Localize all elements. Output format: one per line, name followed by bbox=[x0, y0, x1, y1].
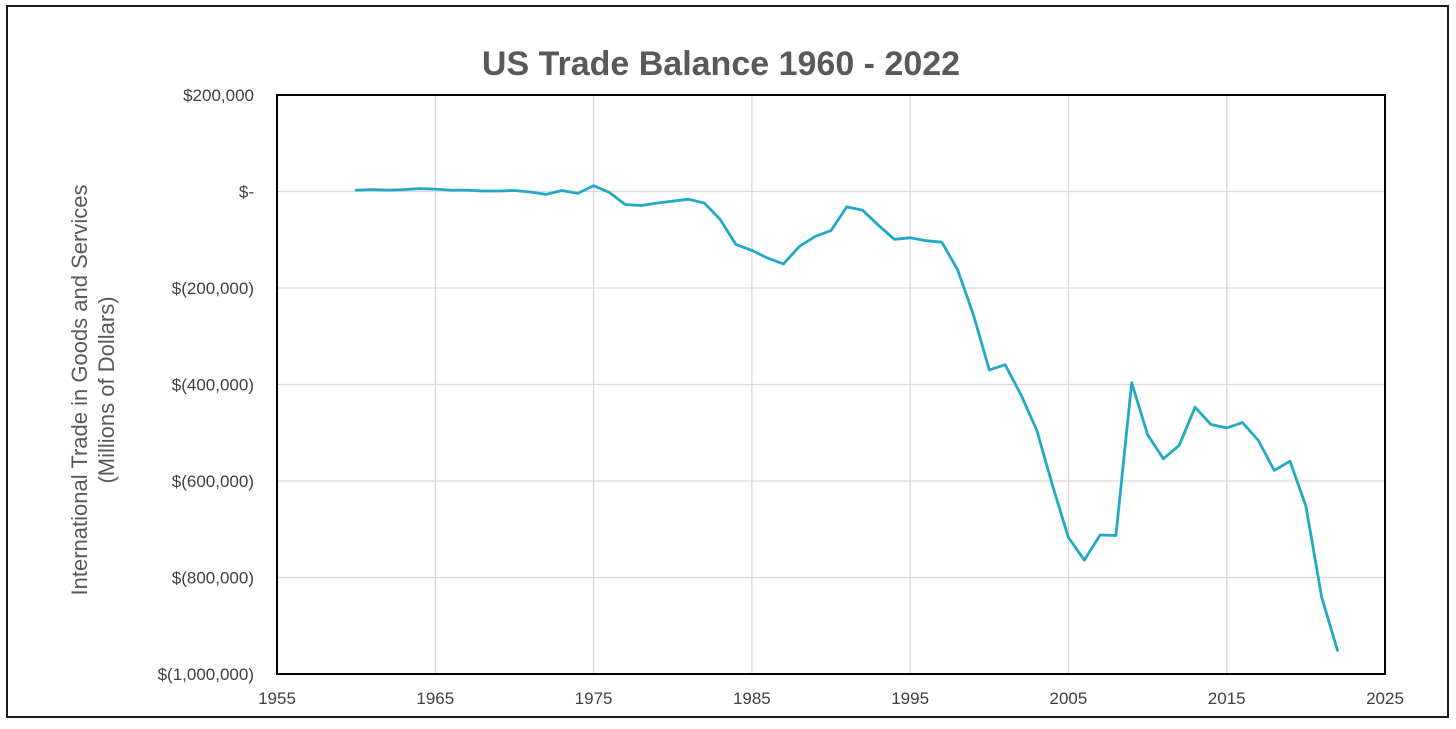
y-tick-label: $200,000 bbox=[183, 86, 254, 105]
x-tick-label: 1975 bbox=[575, 689, 613, 708]
chart-frame: US Trade Balance 1960 - 2022 $200,000 $- $… bbox=[6, 5, 1449, 718]
y-tick-label: $(400,000) bbox=[172, 376, 254, 395]
y-axis-label: International Trade in Goods and Service… bbox=[67, 185, 119, 596]
y-axis-label-line-2: (Millions of Dollars) bbox=[94, 296, 119, 483]
x-tick-label: 1955 bbox=[258, 689, 296, 708]
plot-area bbox=[276, 94, 1386, 675]
trade-balance-line bbox=[354, 184, 1339, 652]
x-axis-ticks: 1955 1965 1975 1985 1995 2005 2015 2025 bbox=[258, 689, 1404, 708]
x-tick-label: 2005 bbox=[1050, 689, 1088, 708]
series-layer bbox=[354, 184, 1339, 652]
y-tick-label: $(800,000) bbox=[172, 569, 254, 588]
y-tick-label: $(200,000) bbox=[172, 279, 254, 298]
y-tick-label: $- bbox=[239, 183, 254, 202]
chart-title: US Trade Balance 1960 - 2022 bbox=[482, 45, 960, 83]
x-tick-label: 1985 bbox=[733, 689, 771, 708]
x-tick-label: 2015 bbox=[1208, 689, 1246, 708]
y-tick-label: $(600,000) bbox=[172, 472, 254, 491]
x-tick-label: 1995 bbox=[891, 689, 929, 708]
x-tick-label: 1965 bbox=[416, 689, 454, 708]
y-tick-label: $(1,000,000) bbox=[158, 665, 254, 684]
y-axis-label-line-1: International Trade in Goods and Service… bbox=[67, 185, 92, 596]
chart-svg: US Trade Balance 1960 - 2022 $200,000$-$… bbox=[67, 45, 1404, 708]
x-tick-label: 2025 bbox=[1366, 689, 1404, 708]
y-axis-ticks: $200,000 $- $(200,000) $(400,000) $(600,000)… bbox=[158, 86, 254, 684]
gridlines bbox=[276, 94, 1386, 675]
